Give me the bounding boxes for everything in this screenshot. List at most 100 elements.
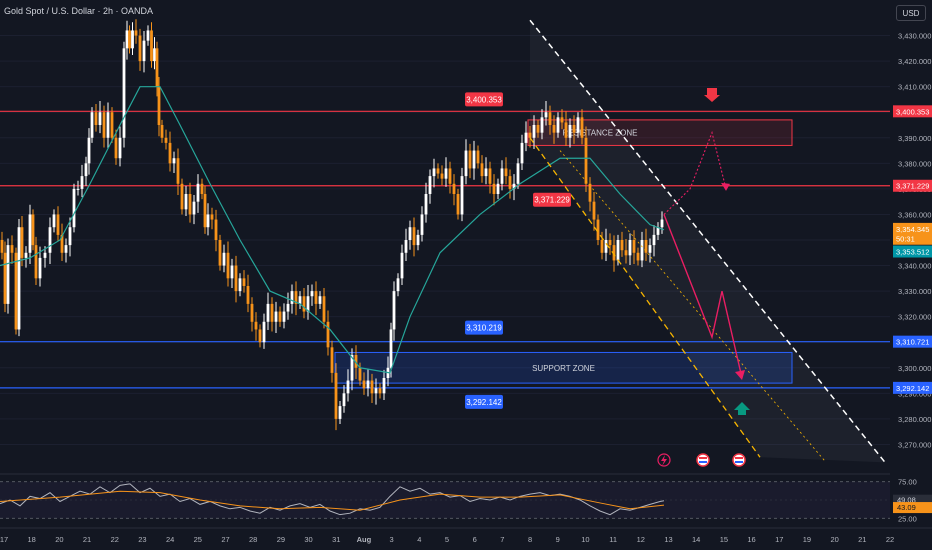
candle-body [548,112,552,125]
time-tick-label: 19 [803,535,811,544]
candle-body [389,329,393,368]
candle-body [153,48,156,62]
candle-body [516,163,520,184]
price-tick-label: 3,410.000 [898,83,931,92]
projection-arrowhead [735,370,745,380]
candle-body [72,188,76,228]
candle-body [266,303,270,322]
candle-body [496,183,500,194]
candle-body [38,257,42,279]
candle-body [536,125,540,133]
candle-body [424,194,428,215]
candle-body [652,234,656,246]
candle-body [632,240,636,253]
candle-body [106,112,110,138]
support-zone [334,351,793,384]
alt-projection-arrowhead [721,182,730,191]
price-axis-bg [890,0,932,550]
candle-body [286,303,290,312]
candle-body [278,311,282,322]
markers [657,88,750,467]
candle-body [3,252,7,304]
channel-lower-line [529,137,761,458]
candle-body [214,219,218,240]
ma-line [0,86,665,374]
candle-body [310,291,314,297]
time-tick-label: 20 [830,535,838,544]
us-flag-stripe [735,461,743,463]
candle-body [370,380,374,394]
resistance-zone [527,119,793,146]
candle-body [512,183,516,189]
price-tick-label: 3,380.000 [898,159,931,168]
candle-body [176,158,180,184]
candle-body [306,296,310,312]
time-tick-label: 17 [775,535,783,544]
us-flag-icon [732,453,746,467]
us-flag-stripe [735,457,743,459]
projection-path [663,214,743,379]
candle-body [346,380,350,394]
price-tick-label: 3,340.000 [898,262,931,271]
candle-body [206,214,210,228]
candle-body [34,245,38,279]
price-badge-label: 3,371.229 [896,182,929,191]
currency-button[interactable]: USD [896,5,926,21]
channel-mid-line [559,150,827,463]
candle-body [604,240,608,253]
candle-body [532,125,536,138]
candle-body [24,252,28,258]
candle-body [80,176,84,189]
candle-body [131,30,134,49]
candle-body [200,183,204,194]
candle-body [616,240,620,261]
candle-body [31,214,35,246]
time-tick-label: 20 [55,535,63,544]
price-badge-label: 3,353.512 [896,248,929,257]
level-label: 3,310.219 [466,324,502,333]
candle-body [250,303,254,322]
alt-projection-path [663,130,727,215]
price-axis: 3,270.0003,280.0003,290.0003,300.0003,31… [890,0,932,550]
candle-body [210,214,214,220]
candle-body [234,265,238,292]
candle-body [90,112,94,138]
candle-body [524,132,528,143]
time-tick-label: 13 [664,535,672,544]
candle-body [484,168,488,177]
lightning-icon-glyph [661,455,667,466]
candle-body [20,227,24,258]
candle-body [168,142,172,164]
candle-body [164,137,168,143]
time-tick-label: 8 [528,535,532,544]
price-tick-label: 3,270.000 [898,440,931,449]
candle-body [188,194,192,215]
rsi-ma-badge [893,502,932,514]
price-badge [893,232,932,245]
candle-body [203,194,207,228]
candle-body [98,112,102,125]
candle-body [318,296,322,304]
chart-title: Gold Spot / U.S. Dollar · 2h · OANDA [4,6,154,16]
time-tick-label: 28 [249,535,257,544]
zones: RESISTANCE ZONE SUPPORT ZONE [334,119,793,384]
candle-body [342,393,346,407]
candle-body [584,137,588,184]
candle-body [636,252,640,261]
time-tick-label: 27 [221,535,229,544]
candle-body [155,48,159,87]
candle-body [134,30,138,36]
time-tick-label: 12 [637,535,645,544]
candle-body [222,252,226,266]
price-badge-label: 50:31 [896,235,915,244]
projection [663,130,745,380]
candle-body [334,372,338,419]
candle-body [656,227,660,235]
time-tick-label: 21 [858,535,866,544]
candle-body [596,219,600,240]
candle-body [218,240,222,266]
candle-body [608,240,612,246]
channel-upper-line [529,19,886,463]
candle-body [338,406,342,419]
